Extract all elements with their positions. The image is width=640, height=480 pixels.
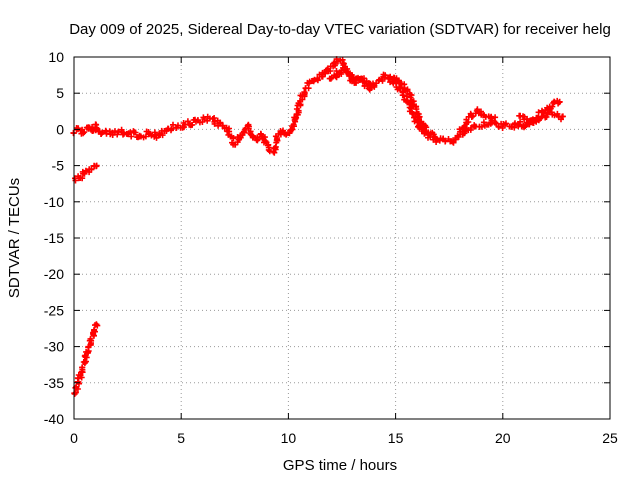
x-tick-label: 25	[602, 430, 618, 446]
data-point	[79, 364, 86, 371]
data-point	[535, 114, 542, 121]
data-point	[421, 130, 428, 137]
data-point	[333, 74, 340, 81]
y-tick-label: 10	[48, 49, 64, 65]
data-point	[478, 108, 484, 115]
data-point	[230, 135, 237, 142]
y-tick-label: -15	[44, 230, 64, 246]
data-point	[93, 321, 100, 328]
data-point	[132, 129, 139, 136]
data-point	[465, 119, 472, 125]
data-point	[489, 115, 495, 122]
data-series	[72, 162, 100, 184]
data-point	[400, 92, 407, 99]
y-tick-label: -20	[44, 266, 64, 282]
data-series	[71, 321, 101, 397]
data-point	[79, 175, 86, 182]
data-point	[343, 69, 350, 76]
data-series	[326, 67, 374, 87]
y-tick-label: 0	[56, 121, 64, 137]
data-point	[480, 119, 487, 126]
data-point	[351, 79, 358, 86]
data-point	[87, 335, 94, 342]
data-series	[456, 106, 499, 135]
y-tick-label: -25	[44, 302, 64, 318]
y-tick-label: -10	[44, 194, 64, 210]
data-point	[408, 92, 415, 99]
data-point	[93, 162, 100, 169]
data-point	[314, 76, 321, 83]
y-tick-label: -35	[44, 375, 64, 391]
data-point	[397, 84, 404, 91]
data-point	[301, 89, 308, 95]
data-series	[516, 97, 563, 126]
data-point	[559, 113, 566, 120]
data-point	[408, 105, 415, 112]
data-point	[241, 127, 248, 133]
data-point	[322, 70, 329, 77]
data-point	[81, 170, 88, 177]
data-layer	[70, 56, 566, 397]
chart-title: Day 009 of 2025, Sidereal Day-to-day VTE…	[69, 21, 611, 38]
y-tick-label: 5	[56, 85, 64, 101]
data-point	[543, 114, 550, 120]
x-tick-label: 20	[495, 430, 511, 446]
data-point	[432, 135, 439, 142]
x-tick-label: 15	[388, 430, 404, 446]
data-point	[184, 118, 191, 125]
data-point	[517, 118, 524, 125]
grid-layer	[74, 57, 610, 419]
data-point	[327, 75, 334, 82]
tick-layer: 0 5 10 15 20 25 -40 -35 -30 -25 -20 -15 -10 -5 0 5 10	[44, 49, 618, 446]
y-tick-label: -5	[52, 158, 65, 174]
data-point	[295, 109, 302, 116]
data-point	[512, 120, 518, 127]
x-tick-label: 0	[70, 430, 78, 446]
x-axis-label: GPS time / hours	[283, 457, 397, 474]
data-point	[556, 99, 563, 106]
data-point	[549, 103, 556, 110]
y-tick-label: -30	[44, 339, 64, 355]
y-axis-label: SDTVAR / TECUs	[6, 178, 23, 298]
data-point	[461, 122, 468, 129]
data-point	[409, 109, 416, 116]
data-point	[93, 124, 100, 131]
data-point	[478, 123, 485, 130]
data-point	[189, 121, 196, 128]
data-point	[367, 80, 374, 87]
data-point	[77, 372, 84, 379]
data-point	[254, 134, 261, 141]
data-point	[88, 166, 95, 173]
y-tick-label: -40	[44, 411, 64, 427]
data-point	[392, 78, 399, 85]
x-tick-label: 10	[281, 430, 297, 446]
data-point	[469, 113, 476, 120]
data-point	[76, 380, 82, 387]
data-point	[433, 139, 440, 145]
data-point	[333, 68, 340, 74]
data-point	[91, 326, 98, 333]
data-point	[468, 125, 474, 131]
data-point	[338, 71, 345, 77]
data-point	[159, 132, 166, 139]
data-point	[274, 135, 280, 142]
data-series	[387, 73, 440, 145]
data-point	[82, 167, 89, 174]
data-point	[211, 120, 218, 127]
data-point	[128, 133, 135, 140]
data-point	[503, 120, 509, 127]
data-point	[492, 114, 499, 121]
data-point	[423, 124, 430, 131]
x-tick-label: 5	[177, 430, 185, 446]
data-point	[81, 129, 88, 136]
data-point	[99, 129, 106, 136]
